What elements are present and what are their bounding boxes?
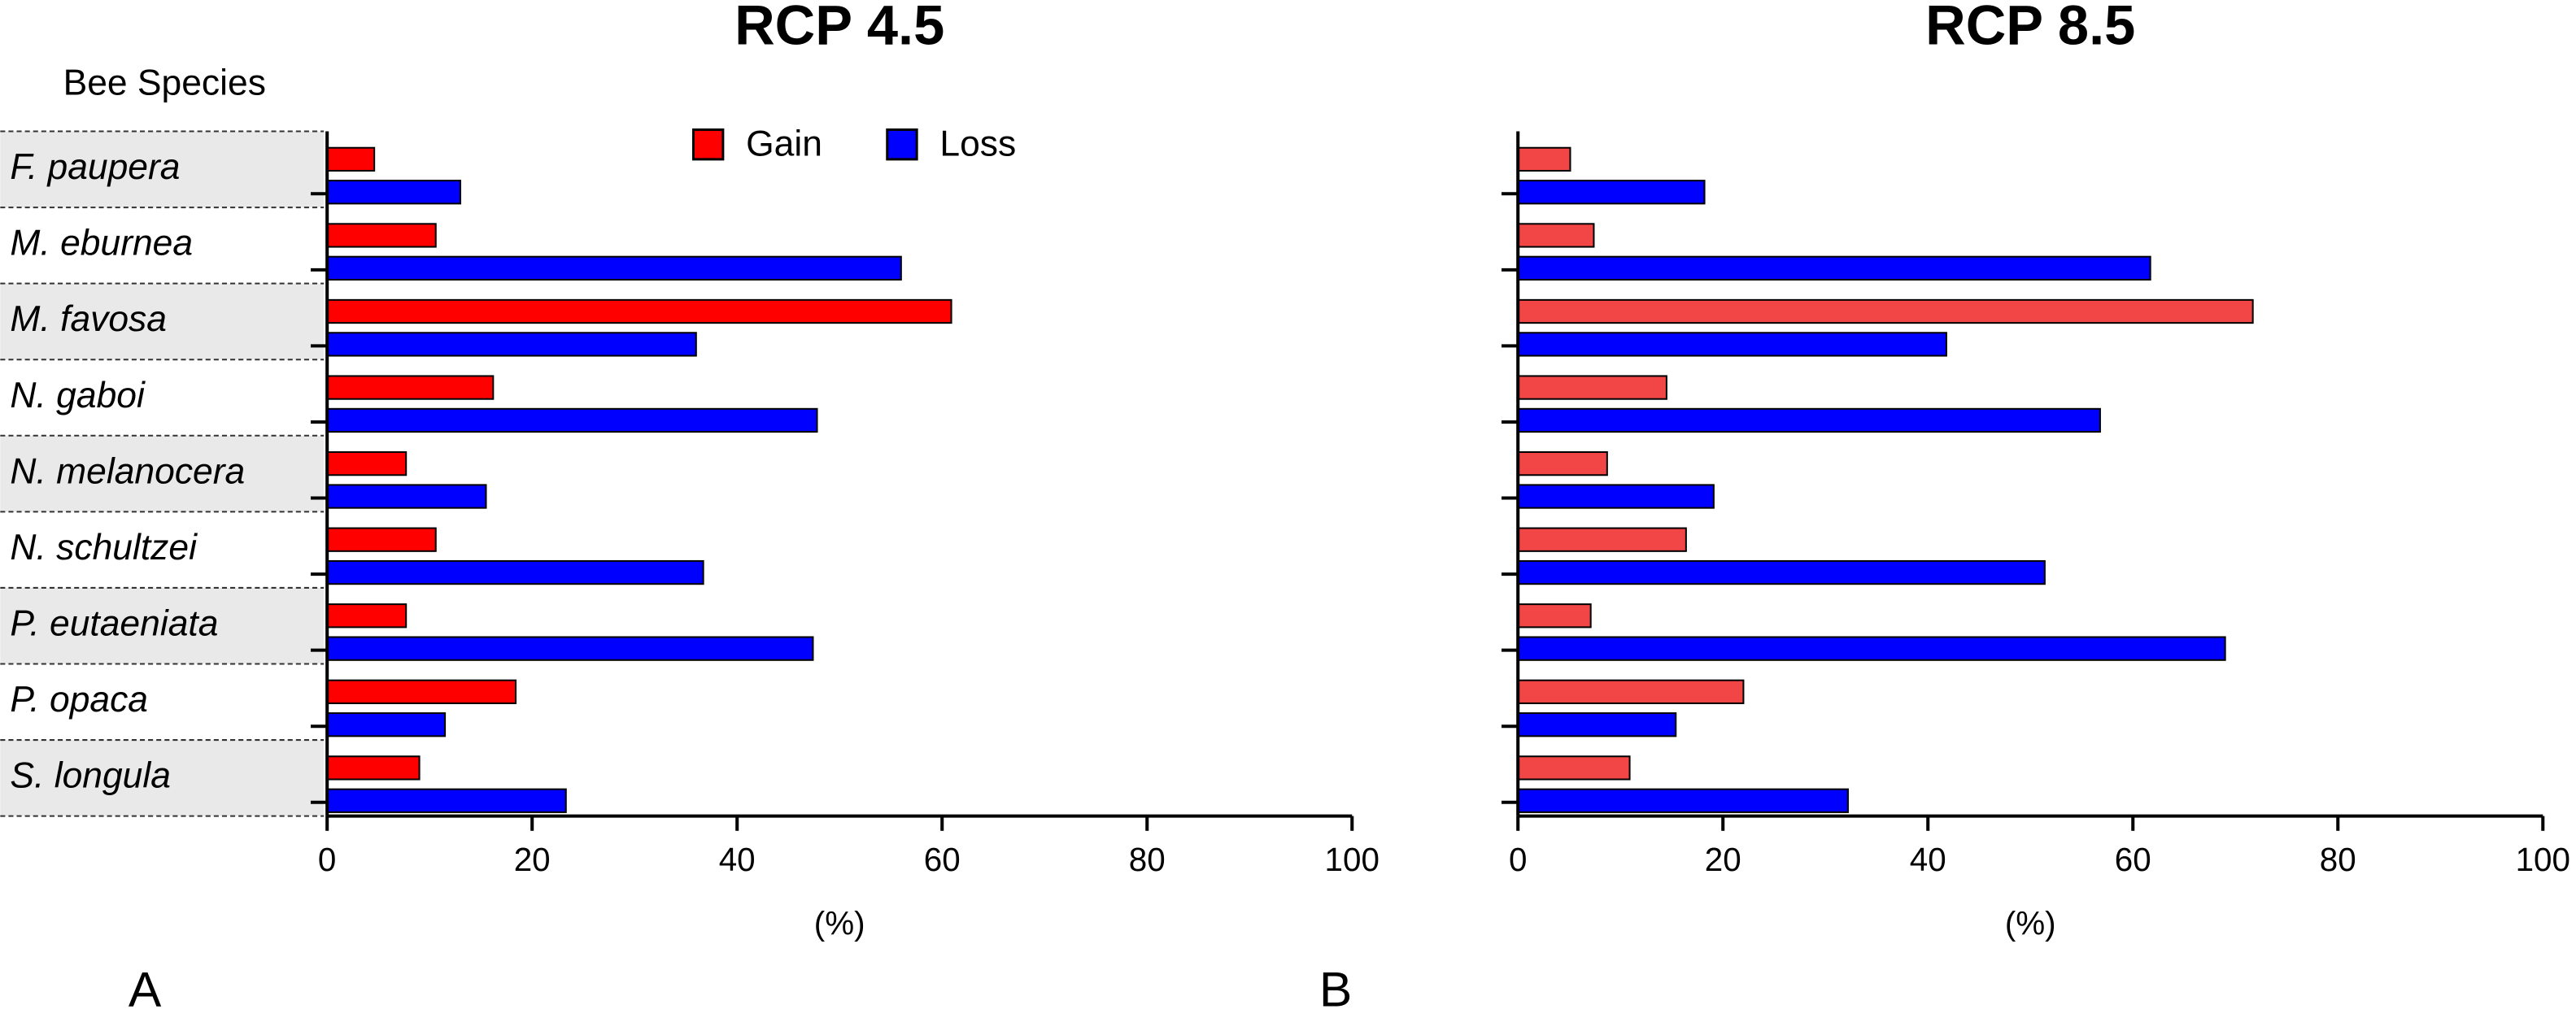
x-tick-label: 20 bbox=[1705, 841, 1741, 878]
row-shade bbox=[0, 740, 325, 816]
bar bbox=[1517, 255, 2151, 281]
bar bbox=[1517, 679, 1745, 704]
bar bbox=[1517, 146, 1571, 172]
category-label: M. eburnea bbox=[10, 224, 193, 263]
bar bbox=[1517, 298, 2254, 324]
x-tick-label: 40 bbox=[719, 841, 756, 878]
bar bbox=[1517, 788, 1849, 813]
x-tick-label: 100 bbox=[1325, 841, 1380, 878]
panel-label: B bbox=[1319, 962, 1352, 1017]
bar bbox=[1517, 375, 1667, 400]
bar bbox=[1517, 712, 1677, 737]
row-shade bbox=[0, 131, 325, 208]
bar bbox=[326, 788, 567, 813]
bar bbox=[326, 679, 517, 704]
panel-label: A bbox=[129, 962, 162, 1017]
category-label: P. eutaeniata bbox=[10, 603, 218, 643]
bar bbox=[326, 712, 447, 737]
x-tick-label: 40 bbox=[1910, 841, 1946, 878]
bar bbox=[1517, 636, 2226, 661]
bar bbox=[326, 527, 437, 552]
x-tick-label: 20 bbox=[514, 841, 551, 878]
bar bbox=[1517, 180, 1706, 205]
bar bbox=[326, 298, 952, 324]
chart-title: RCP 8.5 bbox=[1925, 0, 2135, 56]
row-shade bbox=[0, 283, 325, 360]
x-tick-label: 0 bbox=[318, 841, 336, 878]
category-label: M. favosa bbox=[10, 299, 167, 339]
bar bbox=[1517, 755, 1631, 781]
bar bbox=[326, 603, 408, 629]
bar bbox=[1517, 332, 1947, 357]
bar bbox=[326, 450, 408, 476]
x-tick-label: 100 bbox=[2516, 841, 2570, 878]
bar bbox=[1517, 450, 1608, 476]
legend-swatch bbox=[691, 128, 725, 161]
bar bbox=[1517, 407, 2101, 433]
category-label: F. paupera bbox=[10, 147, 180, 187]
chart-title: RCP 4.5 bbox=[734, 0, 944, 56]
bar bbox=[326, 375, 495, 400]
x-tick-label: 0 bbox=[1509, 841, 1527, 878]
bar bbox=[326, 484, 487, 509]
x-tick-label: 80 bbox=[2320, 841, 2356, 878]
bar bbox=[326, 636, 814, 661]
category-label: S. longula bbox=[10, 756, 171, 796]
legend-label: Loss bbox=[939, 124, 1016, 163]
row-shade bbox=[0, 587, 325, 664]
bar bbox=[326, 255, 902, 281]
bar bbox=[1517, 559, 2046, 585]
bar bbox=[1517, 484, 1715, 509]
bar bbox=[326, 332, 697, 357]
bar bbox=[326, 407, 818, 433]
category-label: N. schultzei bbox=[10, 528, 198, 568]
legend-label: Gain bbox=[746, 124, 822, 163]
category-label: P. opaca bbox=[10, 680, 148, 720]
x-tick-label: 60 bbox=[2115, 841, 2151, 878]
bar bbox=[326, 559, 704, 585]
bar bbox=[326, 180, 461, 205]
x-tick-label: 60 bbox=[924, 841, 961, 878]
bar bbox=[326, 223, 437, 248]
row-shade bbox=[0, 435, 325, 512]
x-axis-title: (%) bbox=[814, 905, 865, 942]
x-axis-title: (%) bbox=[2005, 905, 2056, 942]
x-tick-label: 80 bbox=[1129, 841, 1166, 878]
bar bbox=[326, 755, 421, 781]
bar bbox=[1517, 603, 1592, 629]
bar bbox=[1517, 223, 1595, 248]
legend-swatch bbox=[886, 128, 918, 161]
category-label: N. melanocera bbox=[10, 451, 245, 491]
y-axis-title: Bee Species bbox=[63, 63, 266, 103]
bar bbox=[1517, 527, 1687, 552]
bar bbox=[326, 146, 376, 172]
category-label: N. gaboi bbox=[10, 376, 146, 415]
